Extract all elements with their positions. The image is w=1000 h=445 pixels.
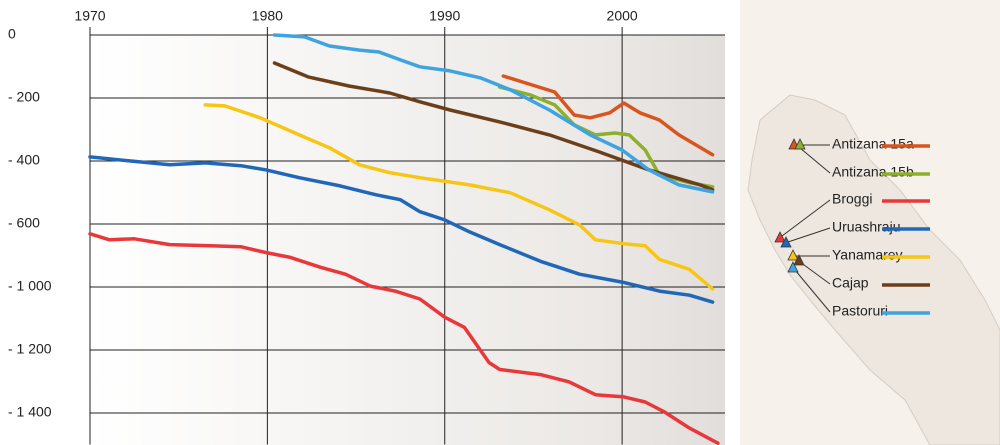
x-tick-label: 1970 bbox=[74, 8, 105, 24]
map-marker bbox=[793, 254, 805, 266]
legend-label: Yanamarey bbox=[832, 247, 903, 263]
data-line bbox=[88, 232, 720, 445]
legend-label: Uruashraju bbox=[832, 219, 900, 235]
legend-label: Antizana 15b bbox=[832, 164, 914, 180]
data-line bbox=[203, 103, 715, 291]
map-marker bbox=[794, 138, 806, 150]
y-tick-label: - 200 bbox=[8, 89, 40, 105]
plot-area bbox=[90, 35, 725, 445]
data-line bbox=[272, 33, 715, 194]
y-tick-label: 0 bbox=[8, 26, 16, 42]
data-line bbox=[501, 74, 715, 157]
y-tick-label: - 600 bbox=[8, 215, 40, 231]
legend-label: Pastoruri bbox=[832, 303, 888, 319]
map-marker bbox=[787, 261, 799, 273]
map-marker bbox=[780, 236, 792, 248]
x-tick-label: 1990 bbox=[429, 8, 460, 24]
legend-label: Cajap bbox=[832, 275, 869, 291]
y-tick-label: - 1 400 bbox=[8, 404, 52, 420]
legend-label: Broggi bbox=[832, 191, 872, 207]
x-tick-label: 1980 bbox=[252, 8, 283, 24]
map bbox=[747, 94, 1000, 445]
y-tick-label: - 400 bbox=[8, 152, 40, 168]
legend-label: Antizana 15a bbox=[832, 136, 914, 152]
y-tick-label: - 1 000 bbox=[8, 278, 52, 294]
map-marker bbox=[774, 231, 786, 243]
y-tick-label: - 1 200 bbox=[8, 341, 52, 357]
map-marker bbox=[787, 249, 799, 261]
x-tick-label: 2000 bbox=[607, 8, 638, 24]
data-line bbox=[88, 155, 715, 304]
map-leaders bbox=[781, 144, 831, 313]
